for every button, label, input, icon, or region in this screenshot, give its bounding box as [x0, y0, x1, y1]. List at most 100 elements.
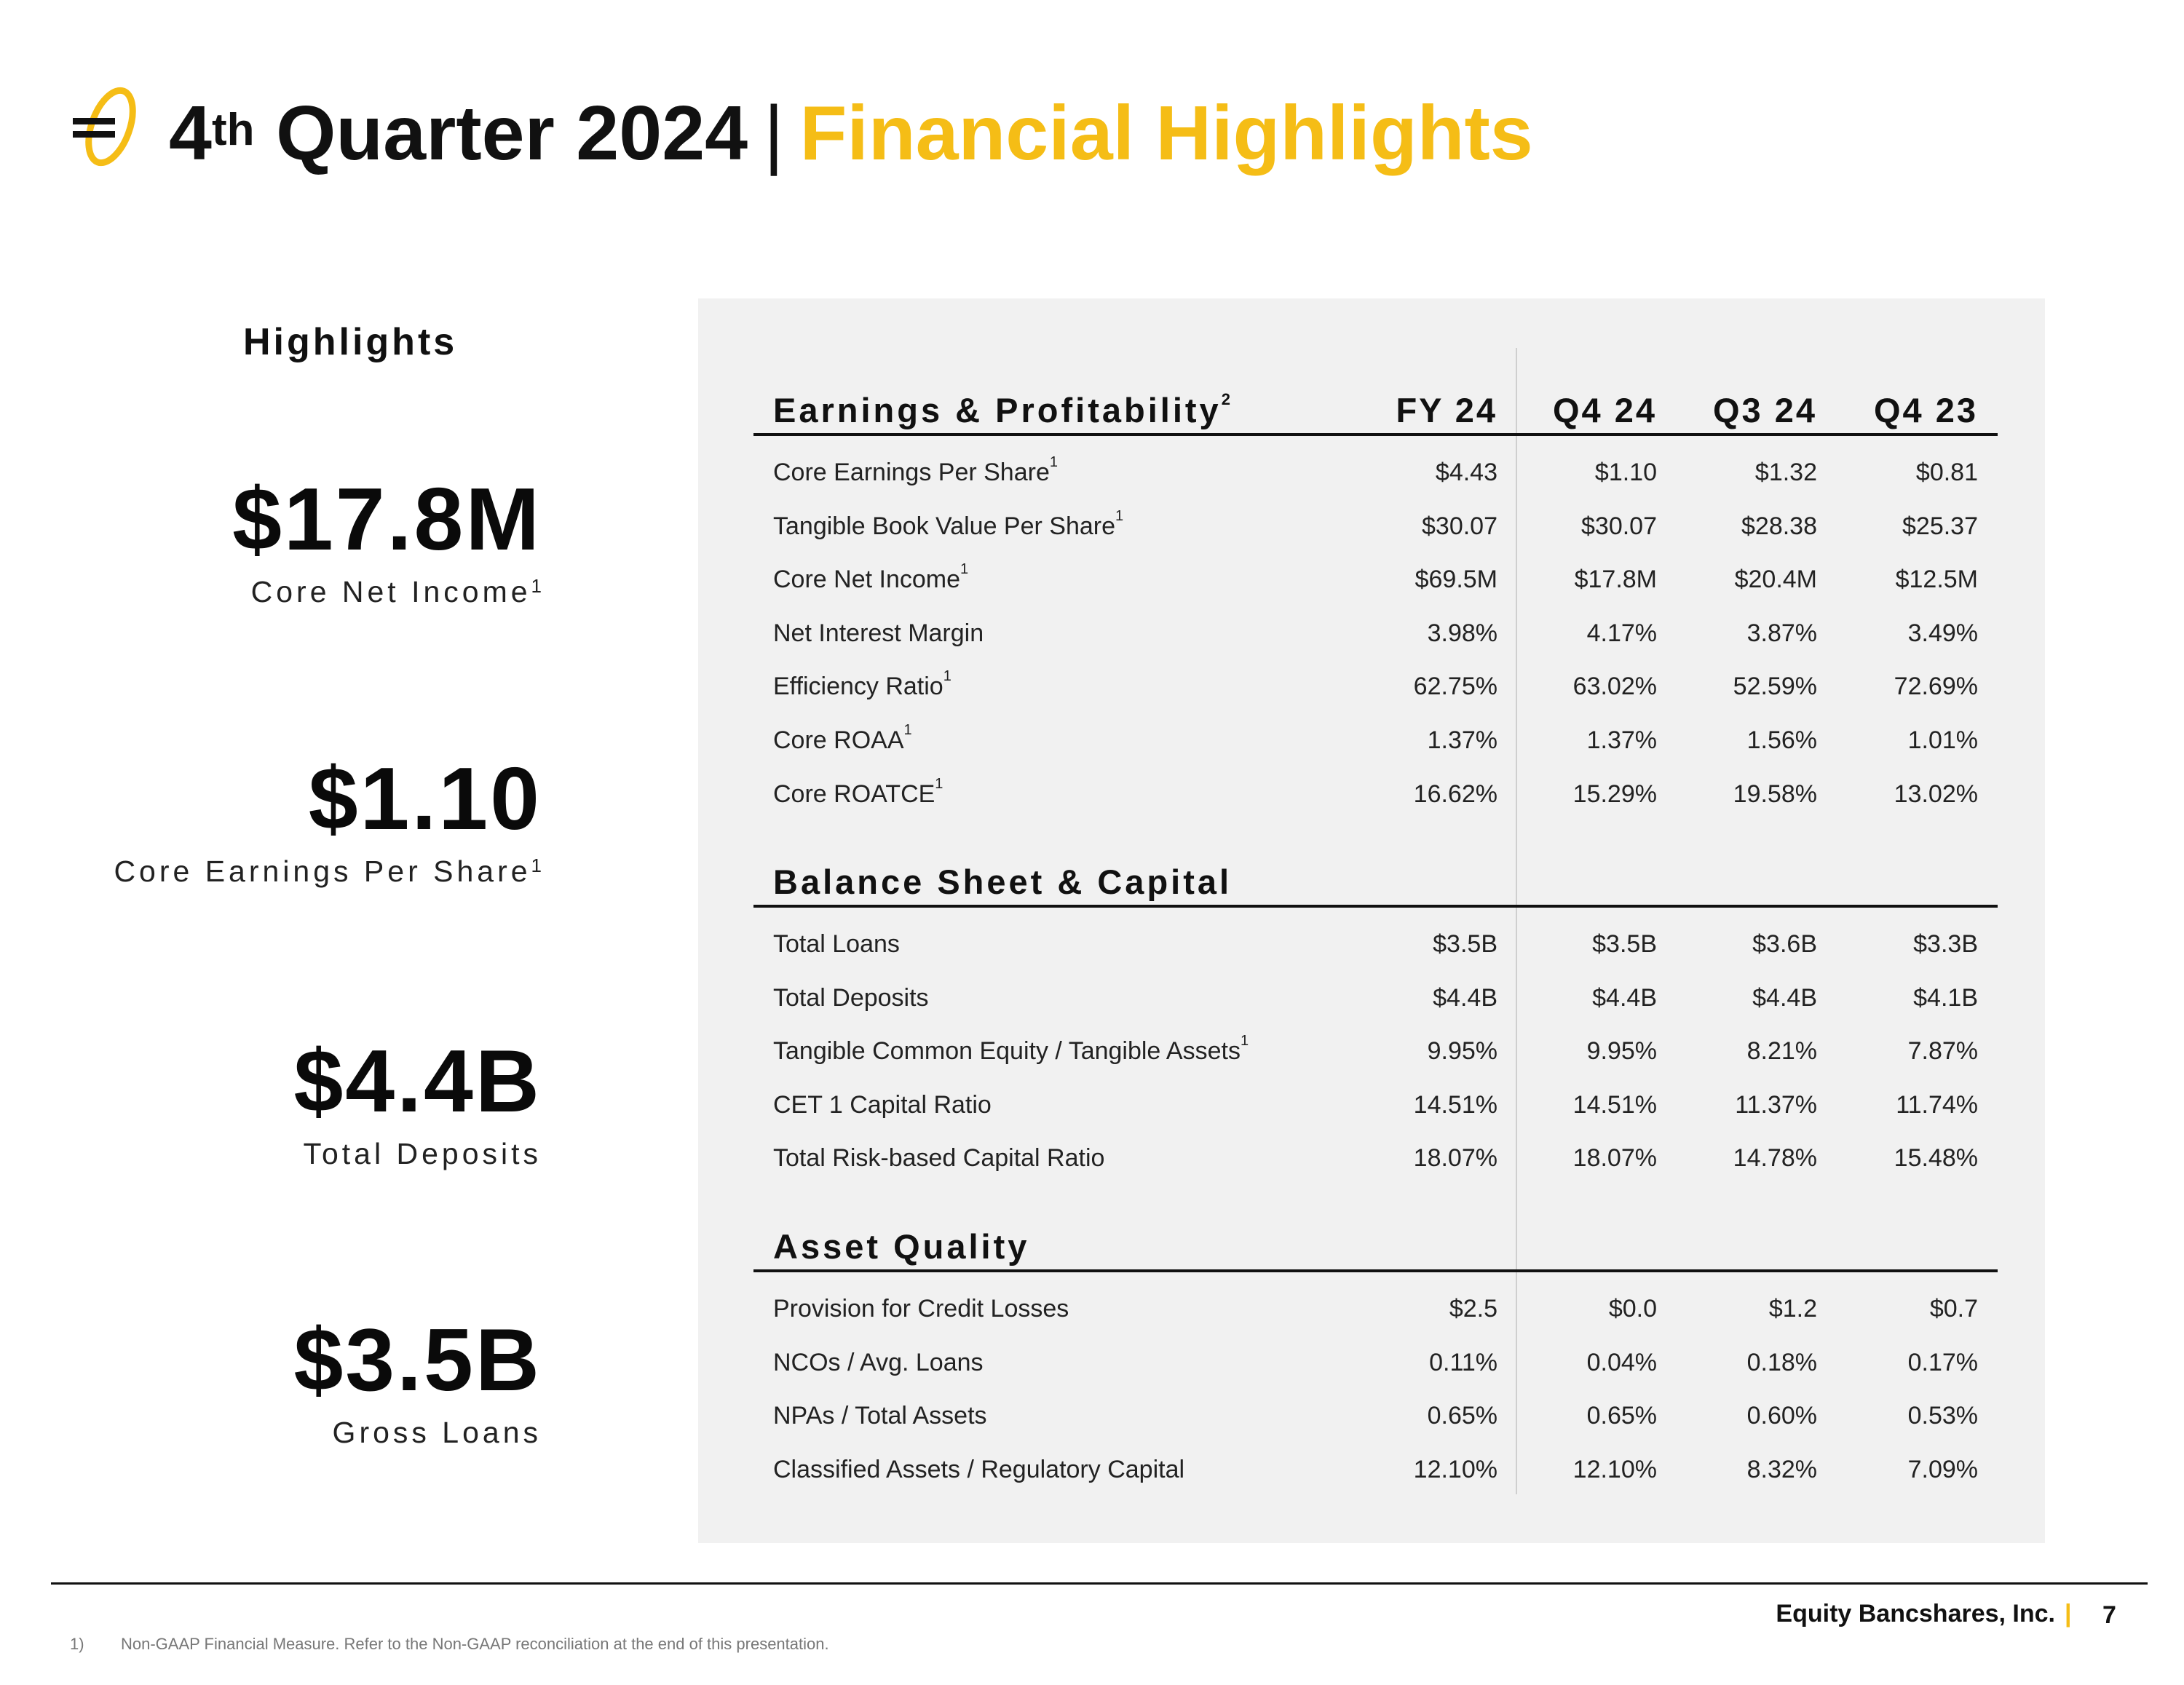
company-logo-icon [73, 87, 136, 167]
table-row: Core ROAA1 1.37% 1.37% 1.56% 1.01% [0, 713, 2184, 767]
kpi-core-net-income: $17.8M Core Net Income1 [232, 472, 542, 609]
row-label: Total Loans [773, 930, 900, 958]
table-cell: 62.75% [1413, 673, 1497, 701]
table-cell: $30.07 [1422, 512, 1497, 540]
kpi-value: $4.4B [293, 1031, 542, 1130]
table-row: Tangible Common Equity / Tangible Assets… [0, 1024, 2184, 1078]
table-cell: 11.37% [1735, 1090, 1817, 1119]
title-separator: | [764, 90, 784, 176]
page-number: 7 [2102, 1601, 2116, 1629]
section-title-balance-sheet: Balance Sheet & Capital [773, 863, 1233, 901]
table-cell: 9.95% [1586, 1037, 1657, 1066]
row-label: Classified Assets / Regulatory Capital [773, 1455, 1185, 1483]
column-header-fy24: FY 24 [1396, 391, 1497, 429]
table-row: Tangible Book Value Per Share1 $30.07 $30.… [0, 499, 2184, 553]
table-cell: 18.07% [1413, 1144, 1497, 1173]
table-cell: 8.32% [1746, 1455, 1817, 1483]
table-cell: 0.53% [1907, 1402, 1978, 1430]
row-label: Core ROAA1 [773, 722, 912, 754]
kpi-value: $17.8M [232, 469, 542, 568]
table-cell: 0.65% [1586, 1402, 1657, 1430]
table-row: Classified Assets / Regulatory Capital 12… [0, 1443, 2184, 1496]
footnote-text: Non-GAAP Financial Measure. Refer to the… [121, 1635, 829, 1653]
table-row: NPAs / Total Assets 0.65% 0.65% 0.60% 0.53% [0, 1389, 2184, 1443]
title-quarter-year: Quarter 2024 [275, 90, 748, 176]
footnote-number: 1) [70, 1635, 84, 1653]
row-label: Total Deposits [773, 983, 929, 1012]
footnote-marker: 1 [1049, 454, 1058, 470]
footer-separator: | [2065, 1600, 2072, 1627]
row-label: NCOs / Avg. Loans [773, 1348, 984, 1376]
table-cell: 19.58% [1733, 780, 1817, 808]
row-label: Tangible Book Value Per Share1 [773, 507, 1124, 540]
table-cell: 9.95% [1427, 1037, 1497, 1066]
table-cell: $1.2 [1768, 1295, 1817, 1323]
table-row: Total Deposits $4.4B $4.4B $4.4B $4.1B [0, 971, 2184, 1025]
table-cell: $69.5M [1415, 566, 1497, 594]
table-row: Core ROATCE1 16.62% 15.29% 19.58% 13.02% [0, 767, 2184, 821]
kpi-core-eps: $1.10 Core Earnings Per Share1 [114, 751, 542, 889]
table-cell: 12.10% [1572, 1455, 1657, 1483]
table-row: CET 1 Capital Ratio 14.51% 14.51% 11.37% 11.… [0, 1078, 2184, 1132]
table-cell: 15.29% [1572, 780, 1657, 808]
table-row: Core Net Income1 $69.5M $17.8M $20.4M $12.5M [0, 552, 2184, 606]
company-name: Equity Bancshares, Inc. [1776, 1600, 2055, 1627]
table-cell: 11.74% [1896, 1090, 1978, 1119]
highlights-heading: Highlights [243, 321, 458, 363]
table-cell: 0.60% [1746, 1402, 1817, 1430]
footnote-marker: 1 [960, 561, 969, 578]
table-cell: 1.56% [1746, 726, 1817, 754]
kpi-label: Core Net Income1 [250, 575, 542, 608]
table-cell: 14.78% [1733, 1144, 1817, 1173]
section-rule [753, 433, 1998, 436]
title-accent: Financial Highlights [799, 90, 1533, 176]
column-divider [1516, 348, 1517, 1494]
table-cell: 1.37% [1586, 726, 1657, 754]
table-row: Efficiency Ratio1 62.75% 63.02% 52.59% 72.69… [0, 659, 2184, 713]
table-cell: $4.4B [1752, 983, 1817, 1012]
table-cell: 4.17% [1586, 619, 1657, 647]
kpi-gross-loans: $3.5B Gross Loans [293, 1312, 542, 1450]
footer-divider [51, 1582, 2148, 1585]
row-label: Total Risk-based Capital Ratio [773, 1144, 1105, 1173]
table-cell: 12.10% [1413, 1455, 1497, 1483]
kpi-value: $1.10 [308, 749, 542, 848]
kpi-label: Total Deposits [303, 1137, 542, 1170]
table-cell: $1.32 [1754, 459, 1817, 486]
row-label: Net Interest Margin [773, 619, 984, 647]
table-cell: 18.07% [1572, 1144, 1657, 1173]
table-row: Total Loans $3.5B $3.5B $3.6B $3.3B [0, 917, 2184, 971]
table-cell: 1.37% [1427, 726, 1497, 754]
section-title-asset-quality: Asset Quality [773, 1227, 1030, 1266]
row-label: Core ROATCE1 [773, 775, 943, 808]
footnote-marker: 1 [903, 722, 912, 738]
footnote-marker: 1 [1240, 1033, 1249, 1050]
table-cell: $20.4M [1734, 566, 1817, 594]
kpi-total-deposits: $4.4B Total Deposits [293, 1034, 542, 1171]
table-cell: $1.10 [1594, 459, 1657, 486]
page-title: 4th Quarter 2024 | Financial Highlights [169, 86, 1533, 181]
title-superscript: th [211, 105, 255, 155]
table-cell: 16.62% [1413, 780, 1497, 808]
table-row: Core Earnings Per Share1 $4.43 $1.10 $1.32 $… [0, 445, 2184, 499]
row-label: NPAs / Total Assets [773, 1402, 987, 1430]
table-cell: 72.69% [1894, 673, 1978, 701]
table-cell: 1.01% [1907, 726, 1978, 754]
table-cell: $30.07 [1581, 512, 1657, 540]
row-label: Tangible Common Equity / Tangible Assets… [773, 1033, 1249, 1066]
table-cell: $3.5B [1433, 930, 1497, 958]
table-cell: 0.04% [1586, 1348, 1657, 1376]
table-cell: $4.1B [1913, 983, 1978, 1012]
table-cell: $4.43 [1435, 459, 1497, 486]
footnote-marker: 1 [935, 775, 943, 792]
row-label: Provision for Credit Losses [773, 1295, 1069, 1323]
section-title-earnings: Earnings & Profitability2 [773, 390, 1230, 429]
row-label: Core Earnings Per Share1 [773, 454, 1058, 486]
table-cell: 0.17% [1907, 1348, 1978, 1376]
table-cell: $0.81 [1915, 459, 1978, 486]
table-row: Total Risk-based Capital Ratio 18.07% 18.0… [0, 1131, 2184, 1185]
table-cell: 0.18% [1746, 1348, 1817, 1376]
table-cell: 0.11% [1429, 1348, 1497, 1376]
table-cell: 3.87% [1746, 619, 1817, 647]
kpi-label: Core Earnings Per Share1 [114, 855, 542, 888]
